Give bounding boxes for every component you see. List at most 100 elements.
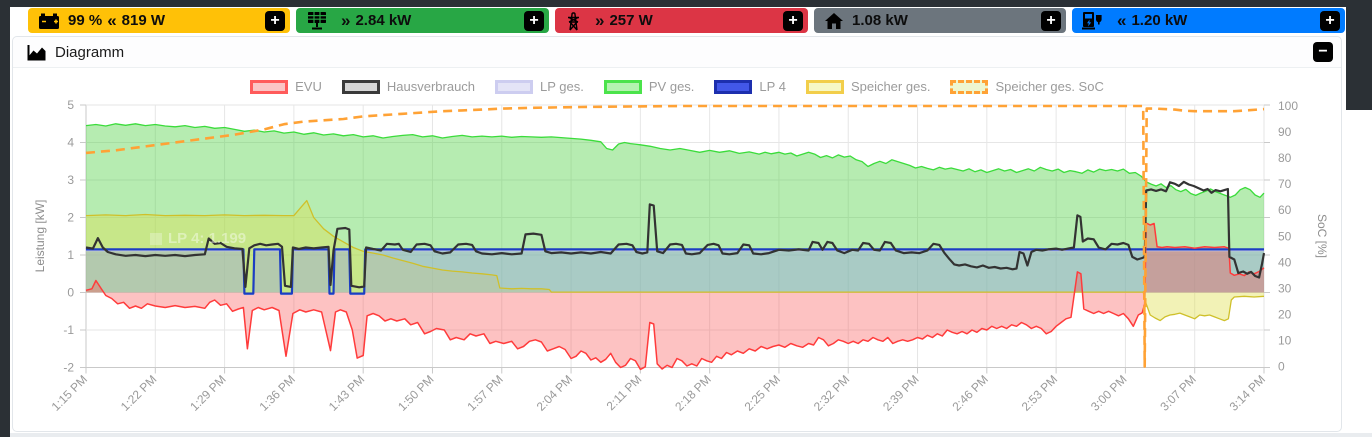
series-evu-area [86,223,1264,370]
car-battery-icon [38,12,60,30]
series-speicher-ges-line [85,199,1265,322]
series-lp-4-area [86,249,1264,294]
legend-swatch [805,79,844,94]
legend-label: EVU [295,79,322,94]
svg-text:2:18 PM: 2:18 PM [672,372,714,414]
legend-item-speicher-ges[interactable]: Speicher ges. [805,79,931,94]
legend-swatch [603,79,642,94]
legend-item-hausverbrauch[interactable]: Hausverbrauch [341,79,476,94]
series-pv-ges-line [85,123,1265,198]
series-lp-ges-area [86,250,1264,295]
svg-text:20: 20 [1278,307,1292,321]
svg-text:2:25 PM: 2:25 PM [742,372,784,414]
house-icon [824,12,844,30]
svg-text:80: 80 [1278,151,1292,165]
transmission-tower-icon [565,11,582,31]
svg-text:50: 50 [1278,229,1292,243]
status-box-pv[interactable]: » 2.84 kW + [296,8,549,33]
legend-swatch [341,79,380,94]
angle-double-right-icon: » [341,11,351,30]
legend-swatch [495,79,534,94]
evu-expand-button[interactable]: + [783,10,803,31]
legend-label: Speicher ges. [850,79,931,94]
series-lp-4-line [86,248,1264,295]
svg-text:0: 0 [67,286,74,300]
diagram-panel: Diagramm − [12,36,1342,432]
legend-item-evu[interactable]: EVU [250,79,322,94]
panel-title: Diagramm [55,43,125,61]
svg-text:1:22 PM: 1:22 PM [118,372,160,414]
svg-text:1:43 PM: 1:43 PM [326,372,368,414]
angle-double-left-icon: « [107,11,117,30]
y-axis-right-title: SoC [%] [1315,214,1329,258]
legend-label: PV ges. [648,79,695,94]
status-box-ladepunkt[interactable]: « 1.20 kW + [1072,8,1345,33]
status-box-evu[interactable]: » 257 W + [555,8,808,33]
svg-text:-1: -1 [63,323,74,337]
svg-text:2: 2 [67,211,74,225]
svg-text:1:57 PM: 1:57 PM [464,372,506,414]
legend-label: LP 4 [759,79,786,94]
speicher-expand-button[interactable]: + [265,10,285,31]
pv-power-value: 2.84 kW [355,12,412,29]
svg-text:1:29 PM: 1:29 PM [187,372,229,414]
legend-item-lp-4[interactable]: LP 4 [714,79,786,94]
pv-expand-button[interactable]: + [524,10,544,31]
page-background-right [1346,110,1372,433]
svg-text:40: 40 [1278,255,1292,269]
svg-text:1: 1 [67,248,74,262]
svg-text:4: 4 [67,136,74,150]
chart-canvas[interactable]: 1:15 PM 1:22 PM 1:29 PM 1:36 PM 1:43 PM 1:50 … [10,98,1346,437]
status-box-hausverbrauch[interactable]: 1.08 kW + [814,8,1066,33]
angle-double-left-icon: « [1117,11,1127,30]
svg-text:90: 90 [1278,125,1292,139]
charging-station-icon [1082,11,1104,30]
legend-item-lp-ges[interactable]: LP ges. [495,79,584,94]
y-axis-left-labels: 5 4 3 2 1 0 -1 -2 [63,98,74,375]
svg-text:3: 3 [67,173,74,187]
x-axis-labels: 1:15 PM 1:22 PM 1:29 PM 1:36 PM 1:43 PM 1:50 … [49,372,1269,414]
legend-label: Hausverbrauch [386,79,476,94]
chart-legend: EVU Hausverbrauch LP ges. PV ges. LP 4 Speich… [12,79,1342,94]
series-hausverbrauch-line [85,180,1266,289]
chart-area-icon [27,44,47,61]
ladepunkt-power-value: 1.20 kW [1131,12,1188,29]
svg-text:1:36 PM: 1:36 PM [256,372,298,414]
svg-text:1:50 PM: 1:50 PM [395,372,437,414]
legend-swatch [714,79,753,94]
status-box-speicher[interactable]: 99 % « 819 W + [28,8,290,33]
legend-swatch [950,79,989,94]
svg-text:2:11 PM: 2:11 PM [604,372,645,413]
speicher-power-value: 819 W [121,12,166,29]
hausverbrauch-power-value: 1.08 kW [852,12,908,29]
series-speicher-ges-area [86,200,1264,321]
legend-label: Speicher ges. SoC [995,79,1104,94]
angle-double-right-icon: » [595,11,605,30]
svg-text:100: 100 [1278,99,1298,113]
svg-text:2:39 PM: 2:39 PM [880,372,922,414]
svg-text:2:53 PM: 2:53 PM [1019,372,1061,414]
solar-panel-icon [306,11,328,30]
svg-text:3:00 PM: 3:00 PM [1088,372,1130,414]
series-speicher-ges-soc-line [85,104,1265,368]
svg-text:3:14 PM: 3:14 PM [1227,372,1269,414]
hausverbrauch-expand-button[interactable]: + [1041,10,1061,31]
svg-text:3:07 PM: 3:07 PM [1157,372,1199,414]
diagram-collapse-button[interactable]: − [1313,41,1333,62]
evu-power-value: 257 W [609,12,653,29]
svg-text:2:46 PM: 2:46 PM [949,372,991,414]
diagram-panel-header: Diagramm − [13,37,1341,68]
svg-text:60: 60 [1278,203,1292,217]
svg-text:0: 0 [1278,360,1285,374]
page-footer-strip [10,433,1372,437]
legend-item-speicher-ges-soc[interactable]: Speicher ges. SoC [950,79,1104,94]
ladepunkt-expand-button[interactable]: + [1320,10,1340,31]
svg-text:5: 5 [67,98,74,112]
svg-text:-2: -2 [63,361,74,375]
speicher-soc-value: 99 % [68,12,103,29]
svg-text:2:04 PM: 2:04 PM [534,372,576,414]
legend-item-pv-ges[interactable]: PV ges. [603,79,695,94]
svg-text:2:32 PM: 2:32 PM [811,372,853,414]
y-axis-left-title: Leistung [kW] [33,200,47,273]
